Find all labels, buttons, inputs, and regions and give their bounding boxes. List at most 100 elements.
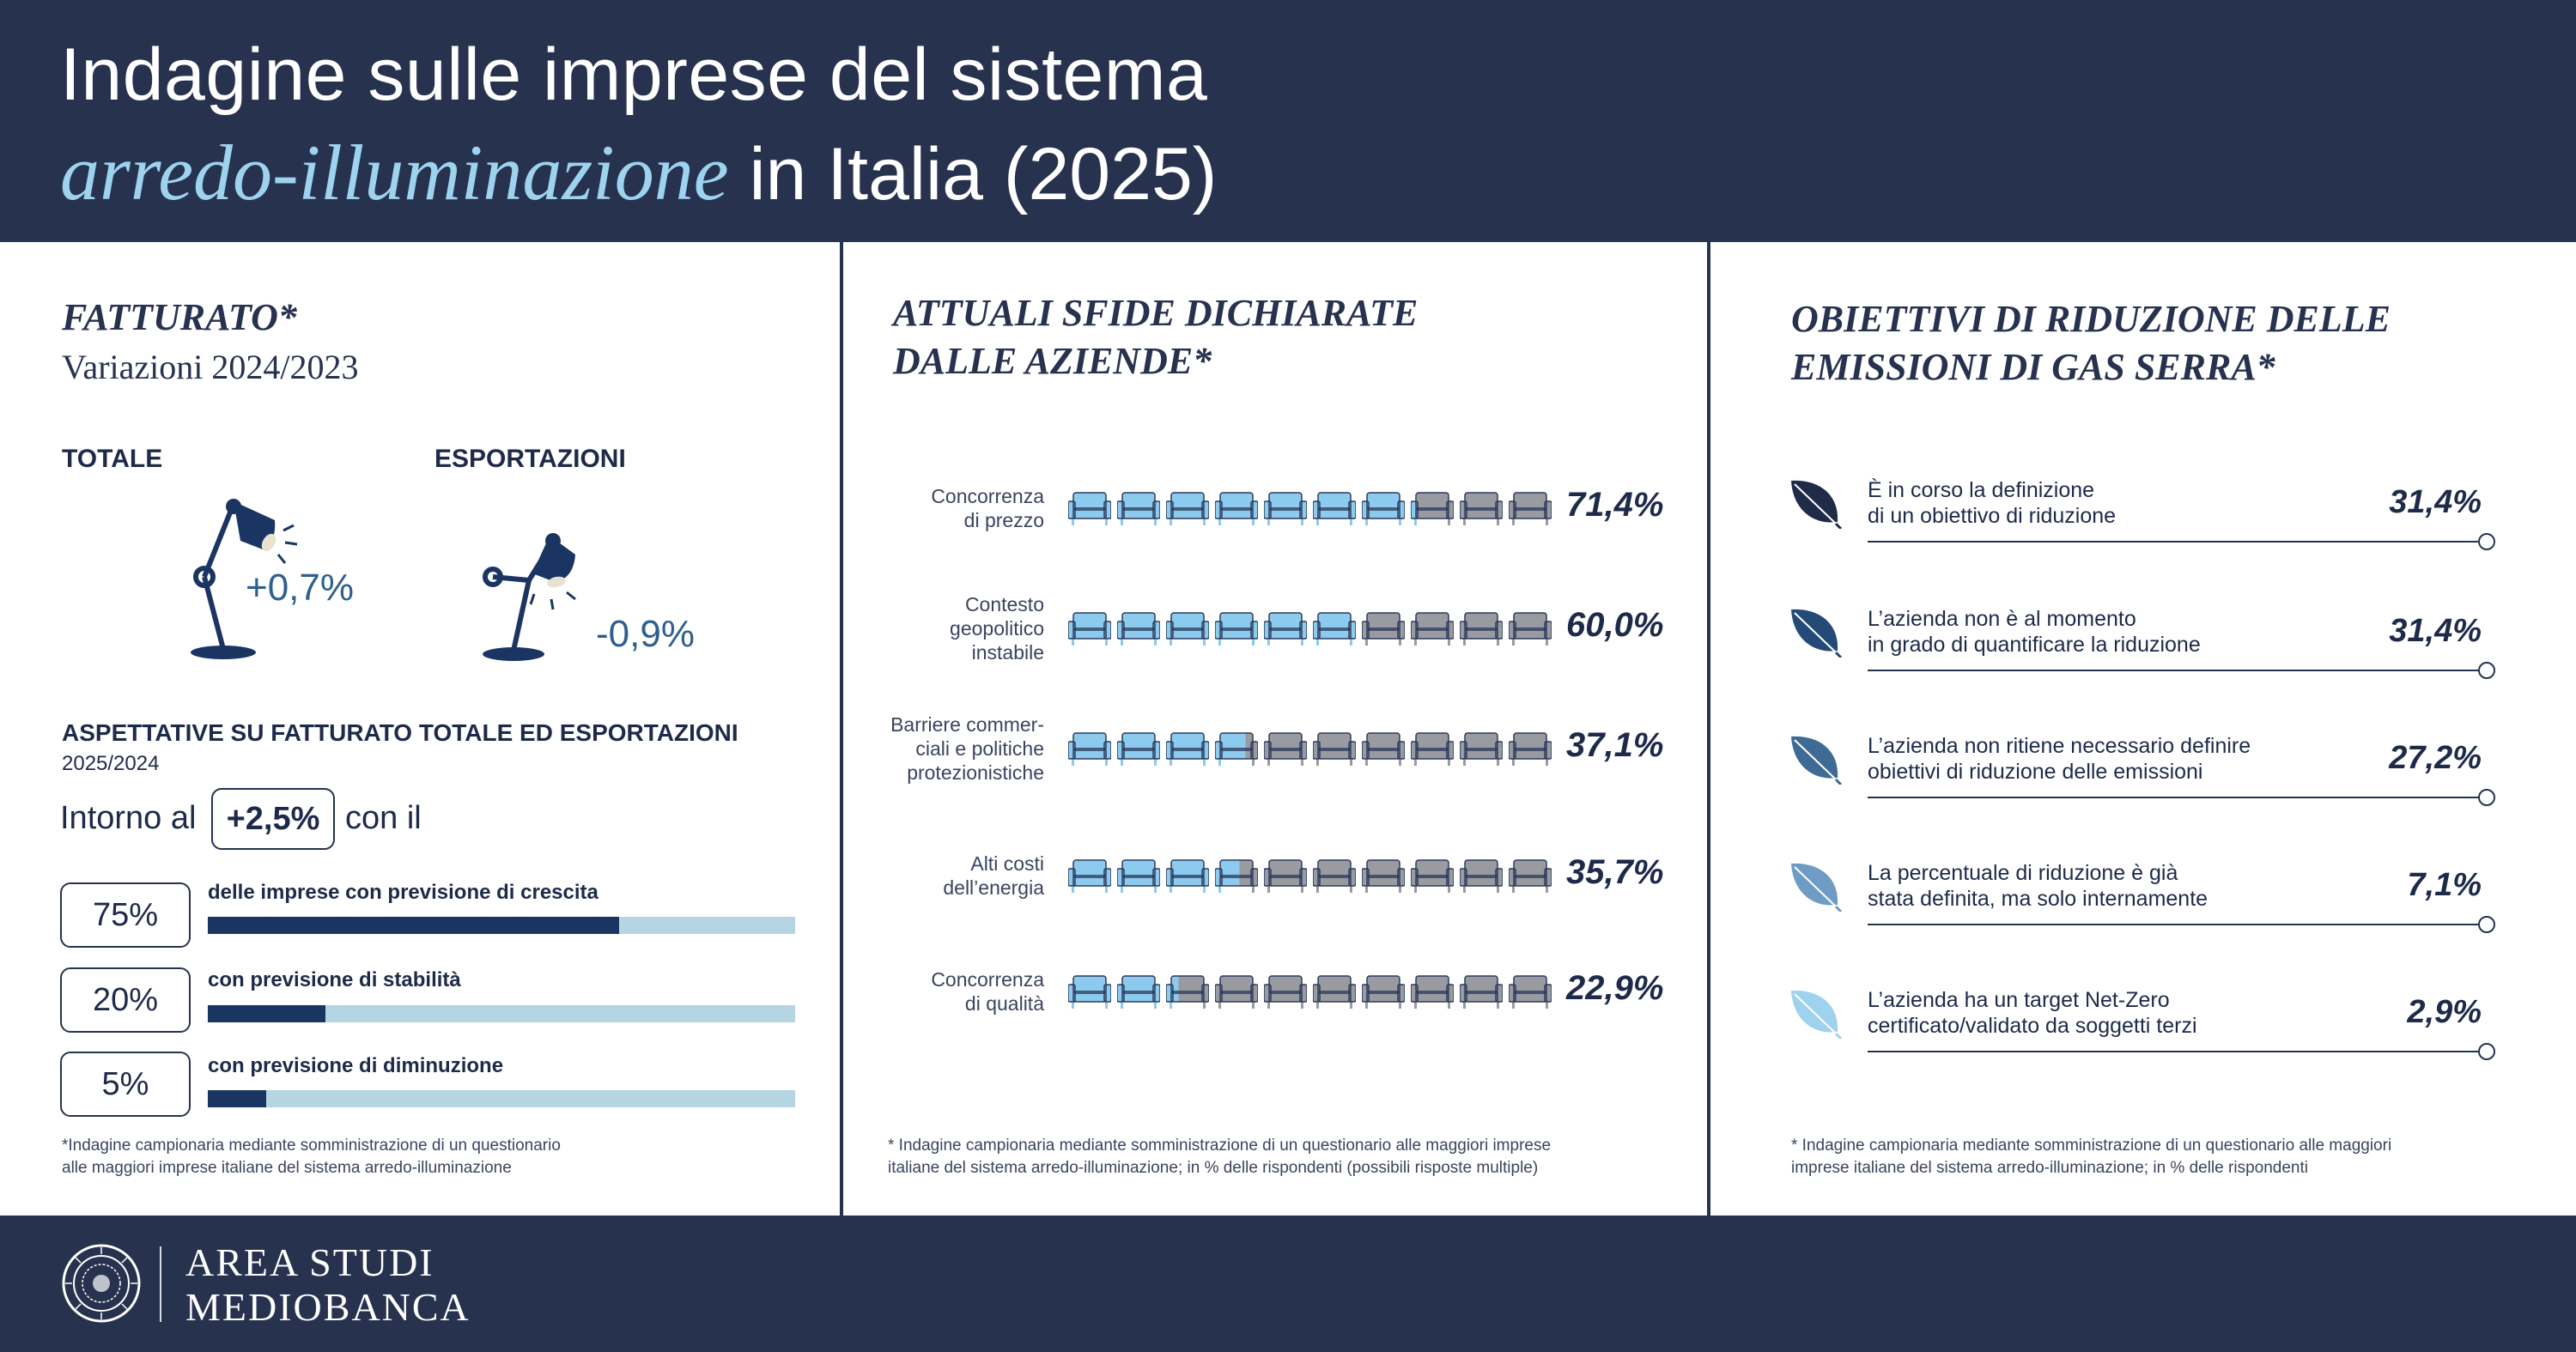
sfida-label-line: dell’energia	[943, 876, 1044, 899]
leaf-icon	[1791, 863, 1843, 912]
armchair-icon	[1068, 492, 1111, 525]
sfida-label-line: Barriere commer-	[890, 713, 1044, 736]
sfida-chair-row	[1068, 611, 1552, 646]
obiettivo-divider	[1868, 797, 2486, 798]
sfida-label: Alti costi dell’energia	[881, 852, 1044, 900]
armchair-icon	[1313, 492, 1356, 525]
armchair-icon	[1117, 859, 1160, 893]
armchair-icon	[1166, 492, 1209, 525]
armchair-icon	[1117, 732, 1160, 766]
armchair-icon	[1313, 975, 1356, 1009]
desk-lamp-icon	[483, 533, 576, 661]
sfida-value: 37,1%	[1566, 726, 1664, 764]
obiettivi-note: * Indagine campionaria mediante somminis…	[1791, 1135, 2391, 1179]
armchair-icon	[1460, 492, 1503, 525]
aspettative-title: ASPETTATIVE SU FATTURATO TOTALE ED ESPOR…	[62, 719, 738, 746]
sfide-title: ATTUALI SFIDE DICHIARATE DALLE AZIENDE*	[893, 289, 1418, 385]
armchair-icon	[1411, 859, 1454, 893]
sfida-label: Concorrenza di prezzo	[881, 484, 1044, 532]
obiettivo-text-line: L’azienda non ritiene necessario definir…	[1868, 734, 2251, 758]
obiettivo-text: La percentuale di riduzione è già stata d…	[1868, 860, 2208, 912]
aspettative-period: 2025/2024	[62, 752, 160, 775]
totale-label: TOTALE	[62, 445, 163, 473]
crescita-bar-fill	[208, 917, 619, 934]
armchair-icon	[1509, 732, 1552, 766]
obiettivo-text: L’azienda non è al momento in grado di qu…	[1868, 606, 2201, 658]
sfida-value: 22,9%	[1566, 969, 1664, 1007]
desk-lamp-icon	[191, 499, 298, 659]
sfida-chair-row	[1068, 858, 1552, 893]
fatturato-note-line2: alle maggiori imprese italiane del siste…	[62, 1159, 512, 1177]
sfide-note-line2: italiane del sistema arredo-illuminazion…	[888, 1159, 1539, 1177]
sfida-chair-row	[1068, 974, 1552, 1009]
armchair-icon	[1264, 492, 1307, 525]
crescita-bar	[208, 917, 795, 934]
totale-value: +0,7%	[246, 567, 354, 609]
footer-banner	[0, 1216, 2576, 1352]
intorno-suffix: con il	[345, 800, 422, 836]
intorno-value-box: +2,5%	[211, 788, 335, 850]
footer-divider	[160, 1246, 161, 1322]
stabilita-bar	[208, 1005, 795, 1022]
obiettivo-dot	[2478, 662, 2495, 679]
sfide-note: * Indagine campionaria mediante somminis…	[888, 1135, 1551, 1179]
esportazioni-label: ESPORTAZIONI	[434, 445, 626, 473]
obiettivo-dot	[2478, 789, 2495, 806]
armchair-icon	[1509, 492, 1552, 525]
armchair-icon	[1411, 612, 1454, 646]
armchair-icon	[1068, 732, 1111, 766]
diminuzione-bar-fill	[208, 1090, 267, 1107]
stabilita-pct-box: 20%	[60, 967, 191, 1033]
sfide-title-line1: ATTUALI SFIDE DICHIARATE	[893, 292, 1419, 334]
fatturato-subtitle: Variazioni 2024/2023	[62, 348, 359, 386]
column-divider-1	[840, 242, 843, 1216]
obiettivo-divider	[1868, 670, 2486, 671]
sfida-label-line: Concorrenza	[931, 485, 1044, 507]
sfida-chair-row	[1068, 731, 1552, 766]
sfida-label: Contesto geopolitico instabile	[881, 592, 1044, 664]
armchair-icon	[1166, 612, 1209, 646]
sfida-label-line: Alti costi	[970, 852, 1044, 875]
armchair-icon	[1509, 859, 1552, 893]
armchair-icon	[1362, 732, 1405, 766]
diminuzione-bar	[208, 1090, 795, 1107]
armchair-icon	[1460, 732, 1503, 766]
armchair-icon	[1166, 975, 1209, 1009]
obiettivo-value: 31,4%	[2389, 613, 2482, 649]
sfide-title-line2: DALLE AZIENDE*	[893, 340, 1212, 382]
obiettivo-dot	[2478, 533, 2495, 550]
leaf-icon	[1791, 736, 1843, 785]
armchair-icon	[1313, 732, 1356, 766]
diminuzione-pct-box: 5%	[60, 1052, 191, 1117]
page-title-italic: arredo-illuminazione	[60, 129, 729, 216]
intorno-prefix: Intorno al	[60, 800, 197, 836]
fatturato-note: *Indagine campionaria mediante somminist…	[62, 1135, 561, 1179]
armchair-icon	[1117, 492, 1160, 525]
sfida-label-line: ciali e politiche	[915, 737, 1044, 760]
obiettivo-text-line: in grado di quantificare la riduzione	[1868, 633, 2201, 657]
obiettivo-text-line: certificato/validato da soggetti terzi	[1868, 1014, 2197, 1038]
armchair-icon	[1362, 975, 1405, 1009]
obiettivo-text-line: L’azienda non è al momento	[1868, 607, 2136, 631]
obiettivo-value: 27,2%	[2389, 740, 2482, 776]
esportazioni-value: -0,9%	[596, 613, 695, 655]
armchair-icon	[1313, 859, 1356, 893]
obiettivo-text: L’azienda non ritiene necessario definir…	[1868, 733, 2251, 785]
sfida-value: 35,7%	[1566, 853, 1664, 891]
page-title-rest: in Italia (2025)	[749, 133, 1218, 215]
armchair-icon	[1215, 492, 1258, 525]
leaf-icon	[1791, 990, 1843, 1039]
leaf-icon	[1791, 480, 1843, 529]
armchair-icon	[1264, 732, 1307, 766]
armchair-icon	[1411, 732, 1454, 766]
armchair-icon	[1362, 612, 1405, 646]
sfida-label-line: geopolitico	[950, 617, 1044, 640]
obiettivo-divider	[1868, 1051, 2486, 1052]
armchair-icon	[1117, 975, 1160, 1009]
sfida-chair-row	[1068, 491, 1552, 525]
armchair-icon	[1362, 492, 1405, 525]
mediobanca-seal-icon	[62, 1244, 141, 1323]
column-divider-2	[1707, 242, 1710, 1216]
armchair-icon	[1166, 859, 1209, 893]
obiettivi-note-line1: * Indagine campionaria mediante somminis…	[1791, 1137, 2392, 1155]
